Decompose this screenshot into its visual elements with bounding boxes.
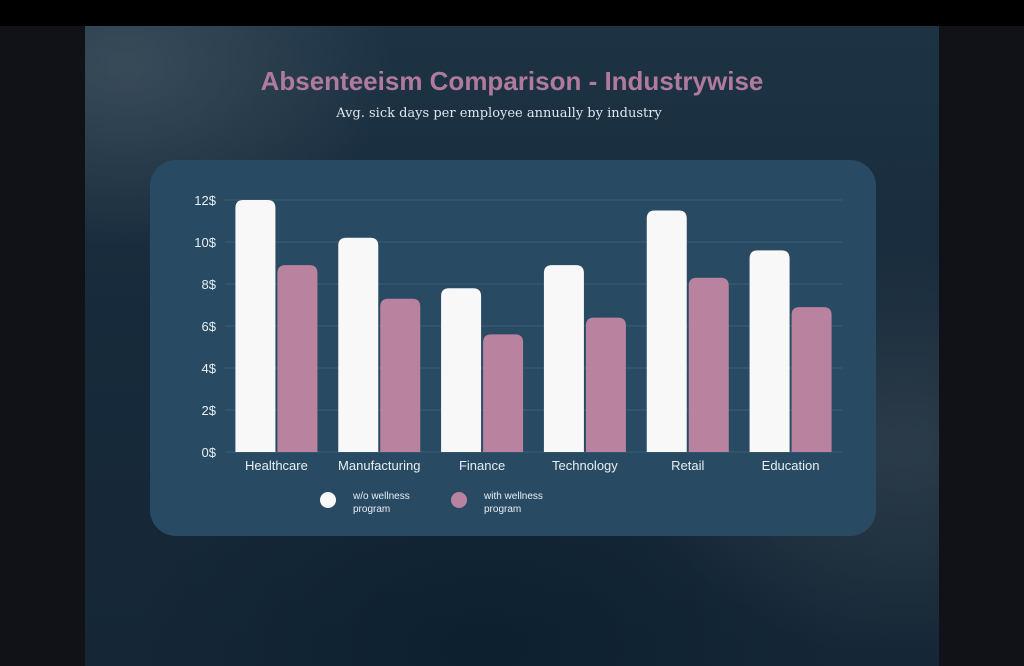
right-margin [939, 26, 1024, 666]
bar-finance-series-2 [483, 334, 524, 452]
bar-manufacturing-series-2 [380, 298, 421, 452]
bar-healthcare-series-1 [235, 200, 276, 452]
x-tick-label: Healthcare [245, 458, 308, 473]
slide: Absenteeism Comparison - Industrywise Av… [85, 26, 939, 666]
legend-label: w/o wellness program [353, 491, 410, 515]
legend-swatch-white [320, 492, 336, 508]
chart-title: Absenteeism Comparison - Industrywise [260, 66, 764, 96]
bar-healthcare-series-2 [277, 265, 318, 452]
y-tick-label: 0$ [202, 445, 217, 460]
top-bar [0, 0, 1024, 26]
chart-subtitle: Avg. sick days per employee annually by … [336, 106, 662, 121]
x-tick-label: Finance [459, 458, 505, 473]
bar-retail-series-2 [688, 277, 729, 452]
x-tick-label: Technology [552, 458, 618, 473]
x-tick-label: Education [762, 458, 820, 473]
gridlines [225, 199, 842, 453]
y-axis-ticks: 0$ 2$ 4$ 6$ 8$ 10$ 12$ [194, 193, 216, 460]
x-axis-labels: Healthcare Manufacturing Finance Technology… [245, 458, 820, 473]
legend-swatch-pink [451, 492, 467, 508]
legend-label: with wellness program [484, 491, 543, 515]
y-tick-label: 12$ [194, 193, 216, 208]
y-tick-label: 2$ [202, 403, 217, 418]
bar-technology-series-1 [543, 265, 584, 452]
legend-item-without-wellness: w/o wellness program [320, 490, 460, 520]
y-tick-label: 8$ [202, 277, 217, 292]
bar-manufacturing-series-1 [338, 237, 379, 452]
legend-item-with-wellness: with wellness program [451, 490, 591, 520]
chart-panel: 0$ 2$ 4$ 6$ 8$ 10$ 12$ Healthcare Manufacturing… [150, 160, 876, 536]
x-tick-label: Manufacturing [338, 458, 420, 473]
bar-education-series-2 [791, 307, 832, 452]
y-tick-label: 4$ [202, 361, 217, 376]
bar-retail-series-1 [646, 210, 687, 452]
y-tick-label: 10$ [194, 235, 216, 250]
y-tick-label: 6$ [202, 319, 217, 334]
x-tick-label: Retail [671, 458, 704, 473]
left-margin [0, 26, 85, 666]
bar-finance-series-1 [441, 288, 482, 452]
bar-education-series-1 [749, 250, 790, 452]
bar-technology-series-2 [585, 317, 626, 452]
bar-chart: 0$ 2$ 4$ 6$ 8$ 10$ 12$ Healthcare Manufacturing… [194, 193, 842, 473]
bars [235, 200, 832, 452]
